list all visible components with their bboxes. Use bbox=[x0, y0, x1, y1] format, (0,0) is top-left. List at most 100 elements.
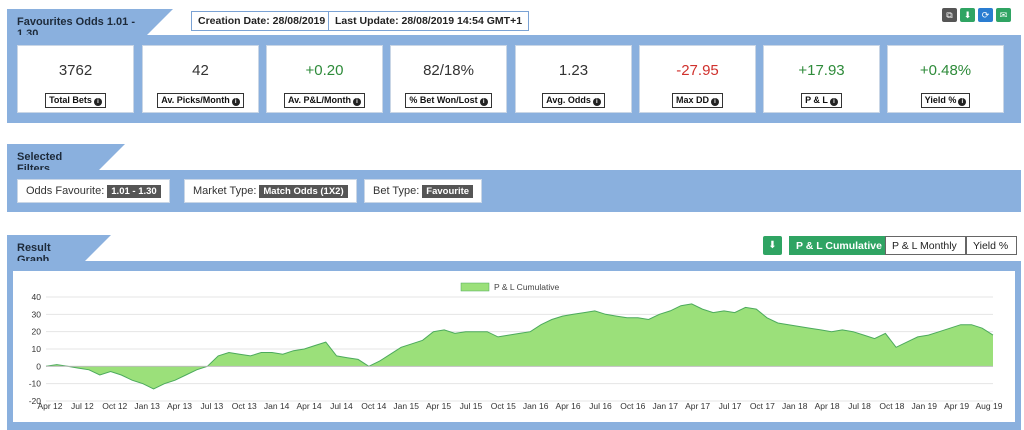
pl-cumulative-chart: -20 -10 0 10 20 30 40 Apr 12 Jul 12 Oct 12 Jan 13 A… bbox=[29, 282, 1003, 411]
info-icon[interactable]: i bbox=[829, 98, 838, 106]
x-tick-label: Jul 15 bbox=[460, 401, 483, 411]
stat-card: 42 Av. Picks/Month i bbox=[142, 45, 259, 113]
stat-label-wrap: Total Bets i bbox=[18, 90, 133, 108]
stat-value: 82/18% bbox=[423, 62, 474, 79]
filter-bet-type: Bet Type: Favourite bbox=[364, 179, 483, 203]
x-tick-label: Jul 18 bbox=[848, 401, 871, 411]
stat-label-text: Max DD bbox=[675, 95, 709, 105]
y-tick-label: 40 bbox=[32, 292, 42, 302]
stat-label-text: Av. P&L/Month bbox=[288, 95, 351, 105]
info-icon[interactable]: i bbox=[592, 98, 601, 106]
filter-label: Bet Type: bbox=[373, 185, 420, 197]
x-tick-label: Oct 12 bbox=[102, 401, 127, 411]
x-tick-label: Oct 14 bbox=[361, 401, 386, 411]
filter-odds-favourite: Odds Favourite: 1.01 - 1.30 bbox=[17, 179, 170, 203]
info-icon[interactable]: i bbox=[711, 98, 719, 106]
download-icon[interactable]: ⬇ bbox=[960, 8, 975, 22]
mail-icon[interactable]: ✉ bbox=[996, 8, 1011, 22]
stat-label-wrap: Yield % i bbox=[888, 90, 1003, 108]
stat-label-text: P & L bbox=[805, 95, 828, 105]
tab-pl-monthly[interactable]: P & L Monthly bbox=[885, 236, 966, 255]
x-tick-label: Oct 16 bbox=[620, 401, 645, 411]
stat-label-wrap: Max DD i bbox=[640, 90, 755, 108]
y-tick-label: 30 bbox=[32, 309, 42, 319]
stat-card: +0.48% Yield % i bbox=[887, 45, 1004, 113]
x-tick-label: Jul 16 bbox=[589, 401, 612, 411]
y-tick-label: 10 bbox=[32, 344, 42, 354]
x-tick-label: Jul 17 bbox=[719, 401, 742, 411]
copy-icon[interactable]: ⧉ bbox=[942, 8, 957, 22]
stat-value: +0.20 bbox=[305, 62, 344, 79]
x-tick-label: Jan 13 bbox=[134, 401, 160, 411]
stat-value: -27.95 bbox=[676, 62, 719, 79]
stat-label: Yield % i bbox=[920, 93, 971, 108]
stat-label: Avg. Odds i bbox=[542, 93, 605, 108]
stat-label: Av. P&L/Month i bbox=[284, 93, 365, 108]
info-icon[interactable]: i bbox=[958, 98, 967, 106]
x-tick-label: Apr 18 bbox=[815, 401, 840, 411]
x-tick-label: Apr 17 bbox=[685, 401, 710, 411]
x-tick-label: Apr 14 bbox=[297, 401, 322, 411]
stat-card: 82/18% % Bet Won/Lost i bbox=[390, 45, 507, 113]
x-tick-label: Jan 17 bbox=[652, 401, 678, 411]
pl-area bbox=[46, 303, 993, 389]
stat-value: 42 bbox=[192, 62, 209, 79]
filter-label: Market Type: bbox=[193, 185, 257, 197]
stat-value: +0.48% bbox=[919, 62, 972, 79]
filter-label: Odds Favourite: bbox=[26, 185, 105, 197]
stat-label-wrap: % Bet Won/Lost i bbox=[391, 90, 506, 108]
stat-label-text: % Bet Won/Lost bbox=[409, 95, 478, 105]
stat-value: 3762 bbox=[58, 62, 93, 79]
stat-label-wrap: Avg. Odds i bbox=[516, 90, 631, 108]
x-tick-label: Oct 17 bbox=[750, 401, 775, 411]
x-tick-label: Jan 18 bbox=[782, 401, 808, 411]
stat-label: Max DD i bbox=[671, 93, 723, 108]
stat-label-text: Yield % bbox=[924, 95, 957, 105]
pl-line bbox=[45, 303, 994, 390]
stat-label-wrap: Av. Picks/Month i bbox=[143, 90, 258, 108]
x-tick-label: Oct 13 bbox=[232, 401, 257, 411]
x-tick-label: Jan 15 bbox=[393, 401, 419, 411]
x-tick-label: Jul 13 bbox=[201, 401, 224, 411]
legend-label: P & L Cumulative bbox=[494, 282, 559, 292]
info-icon[interactable]: i bbox=[231, 98, 240, 106]
y-tick-label: -10 bbox=[29, 379, 42, 389]
info-icon[interactable]: i bbox=[479, 98, 488, 106]
x-tick-label: Apr 12 bbox=[37, 401, 62, 411]
info-icon[interactable]: i bbox=[353, 98, 361, 106]
x-tick-label: Jan 16 bbox=[523, 401, 549, 411]
x-tick-label: Jul 12 bbox=[71, 401, 94, 411]
y-tick-label: 20 bbox=[32, 327, 42, 337]
chart-panel: -20 -10 0 10 20 30 40 Apr 12 Jul 12 Oct 12 Jan 13 A… bbox=[13, 271, 1015, 422]
page-title-tab: Favourites Odds 1.01 - 1.30 bbox=[7, 9, 173, 40]
stat-value: +17.93 bbox=[798, 62, 845, 79]
filters-title-tab: Selected Filters bbox=[7, 144, 125, 175]
filter-chip: Match Odds (1X2) bbox=[259, 185, 348, 198]
tab-yield[interactable]: Yield % bbox=[966, 236, 1017, 255]
x-tick-label: Oct 15 bbox=[491, 401, 516, 411]
stat-card: -27.95 Max DD i bbox=[639, 45, 756, 113]
x-tick-label: Apr 16 bbox=[556, 401, 581, 411]
graph-download-button[interactable]: ⬇ bbox=[763, 236, 782, 255]
x-tick-label: Oct 18 bbox=[879, 401, 904, 411]
tab-pl-cumulative[interactable]: P & L Cumulative bbox=[789, 236, 885, 255]
stat-label-wrap: Av. P&L/Month i bbox=[267, 90, 382, 108]
legend-swatch bbox=[460, 282, 490, 292]
x-tick-label: Jan 19 bbox=[911, 401, 937, 411]
stat-label-text: Av. Picks/Month bbox=[161, 95, 230, 105]
stat-label: Total Bets i bbox=[45, 93, 106, 108]
x-tick-label: Jul 14 bbox=[330, 401, 353, 411]
last-update: Last Update: 28/08/2019 14:54 GMT+1 bbox=[328, 11, 530, 31]
filter-chip: Favourite bbox=[422, 185, 474, 198]
x-tick-label: Apr 15 bbox=[426, 401, 451, 411]
x-tick-label: Apr 19 bbox=[944, 401, 969, 411]
graph-title-tab: Result Graph bbox=[7, 235, 111, 266]
stat-card: 3762 Total Bets i bbox=[17, 45, 134, 113]
stat-label-text: Avg. Odds bbox=[546, 95, 591, 105]
refresh-icon[interactable]: ⟳ bbox=[978, 8, 993, 22]
filter-market-type: Market Type: Match Odds (1X2) bbox=[184, 179, 357, 203]
info-icon[interactable]: i bbox=[93, 98, 102, 106]
